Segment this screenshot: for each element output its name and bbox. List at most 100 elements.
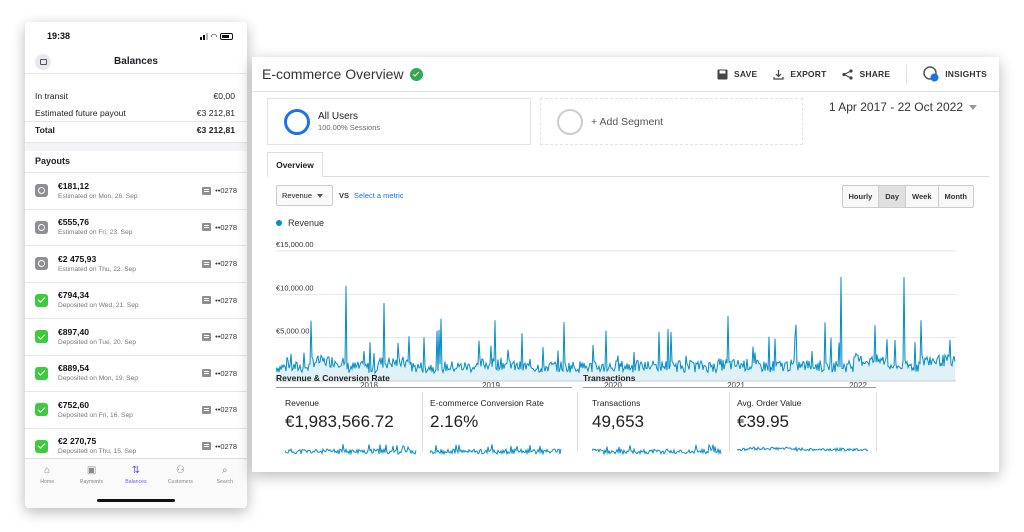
sparkline-path bbox=[592, 443, 722, 456]
report-header: E-commerce Overview SAVE EXPORT SHARE IN… bbox=[252, 57, 999, 92]
payout-date: Deposited on Tue, 20. Sep bbox=[58, 338, 137, 346]
account-number: ••0278 bbox=[215, 405, 237, 415]
segment-ring-icon bbox=[284, 108, 310, 135]
tab-search[interactable]: ⌕ Search bbox=[205, 465, 245, 508]
card-transactions: Transactions 49,653 bbox=[592, 398, 727, 459]
card-label: E-commerce Conversion Rate bbox=[430, 398, 544, 408]
payout-account: ••0278 bbox=[202, 442, 237, 451]
battery-icon bbox=[220, 32, 233, 40]
payouts-heading: Payouts bbox=[25, 151, 247, 173]
revenue-chart-svg: €15,000.00 €10,000.00 €5,000.00 2018 2019 202… bbox=[275, 240, 956, 390]
payout-row[interactable]: €794,34 Deposited on Wed, 21. Sep ••0278 bbox=[25, 283, 247, 319]
sparkline bbox=[737, 445, 869, 453]
status-icons: ◠ bbox=[199, 32, 233, 41]
home-indicator bbox=[97, 499, 175, 502]
payout-amount: €2 270,75 bbox=[58, 436, 97, 447]
bank-icon bbox=[202, 296, 212, 305]
select-metric-link[interactable]: Select a metric bbox=[354, 191, 404, 200]
payout-account: ••0278 bbox=[202, 369, 237, 378]
payout-row[interactable]: €897,40 Deposited on Tue, 20. Sep ••0278 bbox=[25, 319, 247, 356]
verified-check-icon bbox=[409, 67, 423, 81]
add-segment-button[interactable]: + Add Segment bbox=[540, 98, 803, 145]
payout-amount: €555,76 bbox=[58, 217, 90, 228]
insights-button[interactable]: INSIGHTS bbox=[923, 66, 987, 82]
report-actions: SAVE EXPORT SHARE INSIGHTS bbox=[717, 65, 987, 83]
metric-select-value: Revenue bbox=[282, 191, 313, 200]
payout-row[interactable]: €2 475,93 Estimated on Thu, 22. Sep ••0278 bbox=[25, 246, 247, 283]
sparkline-path bbox=[285, 444, 417, 456]
date-range-picker[interactable]: 1 Apr 2017 - 22 Oct 2022 bbox=[829, 100, 977, 114]
sparkline bbox=[592, 443, 722, 456]
analytics-report-window: E-commerce Overview SAVE EXPORT SHARE IN… bbox=[252, 57, 999, 472]
payout-row[interactable]: €555,76 Estimated on Fri, 23. Sep ••0278 bbox=[25, 210, 247, 246]
save-label: SAVE bbox=[734, 69, 758, 79]
section-revenue-conversion: Revenue & Conversion Rate bbox=[276, 373, 572, 388]
legend-dot bbox=[276, 220, 282, 226]
granularity-day[interactable]: Day bbox=[879, 186, 907, 207]
check-icon bbox=[35, 330, 48, 344]
tab-label: Payments bbox=[80, 479, 104, 485]
payout-amount: €752,60 bbox=[58, 399, 90, 410]
granularity-month[interactable]: Month bbox=[938, 186, 973, 207]
segment-all-users[interactable]: All Users 100.00% Sessions bbox=[267, 98, 531, 145]
balance-row-total: Total €3 212,81 bbox=[25, 121, 247, 138]
divider bbox=[729, 392, 730, 452]
tab-balances[interactable]: ⇅ Balances bbox=[116, 465, 156, 508]
balance-label: Estimated future payout bbox=[35, 107, 126, 118]
bank-icon bbox=[202, 186, 212, 195]
tab-payments[interactable]: ▣ Payments bbox=[72, 465, 112, 508]
account-number: ••0278 bbox=[215, 368, 237, 378]
payments-icon: ▣ bbox=[86, 465, 97, 476]
section-separator bbox=[25, 143, 247, 151]
divider bbox=[906, 65, 908, 83]
y-tick-label: €5,000.00 bbox=[276, 327, 309, 336]
x-tick-label: 2018 bbox=[360, 381, 378, 390]
export-button[interactable]: EXPORT bbox=[773, 69, 826, 80]
card-value: 2.16% bbox=[430, 412, 479, 431]
balance-row-in-transit: In transit €0,00 bbox=[25, 87, 247, 104]
balances-summary: In transit €0,00 Estimated future payout… bbox=[25, 74, 247, 143]
account-number: ••0278 bbox=[215, 259, 237, 269]
save-button[interactable]: SAVE bbox=[717, 69, 757, 80]
insights-label: INSIGHTS bbox=[945, 69, 987, 79]
x-tick-label: 2022 bbox=[849, 381, 867, 390]
x-tick-label: 2020 bbox=[604, 381, 622, 390]
payout-row[interactable]: €181,12 Estimated on Mon, 26. Sep ••0278 bbox=[25, 173, 247, 210]
payout-details: €181,12 Estimated on Mon, 26. Sep bbox=[58, 181, 202, 201]
payout-account: ••0278 bbox=[202, 223, 237, 232]
y-tick-label: €15,000.00 bbox=[276, 240, 314, 249]
payout-details: €752,60 Deposited on Fri, 16. Sep bbox=[58, 400, 202, 420]
payout-account: ••0278 bbox=[202, 186, 237, 195]
account-number: ••0278 bbox=[215, 186, 237, 196]
tab-customers[interactable]: ⚇ Customers bbox=[160, 465, 200, 508]
card-revenue: Revenue €1,983,566.72 bbox=[285, 398, 420, 459]
payout-date: Estimated on Thu, 22. Sep bbox=[58, 265, 136, 273]
payout-date: Estimated on Fri, 23. Sep bbox=[58, 229, 133, 237]
metric-select[interactable]: Revenue bbox=[276, 185, 333, 206]
tab-label: Search bbox=[216, 479, 233, 485]
revenue-chart: €15,000.00 €10,000.00 €5,000.00 2018 2019 202… bbox=[275, 229, 967, 394]
card-label: Revenue bbox=[285, 398, 320, 408]
vs-label: VS bbox=[339, 191, 350, 200]
check-icon bbox=[35, 403, 48, 417]
granularity-week[interactable]: Week bbox=[906, 186, 939, 207]
export-icon bbox=[773, 69, 784, 80]
card-value: 49,653 bbox=[592, 412, 644, 431]
y-tick-label: €10,000.00 bbox=[276, 283, 314, 292]
balances-header: Balances bbox=[25, 50, 247, 74]
payout-row[interactable]: €752,60 Deposited on Fri, 16. Sep ••0278 bbox=[25, 392, 247, 429]
payout-row[interactable]: €889,54 Deposited on Mon, 19. Sep ••0278 bbox=[25, 356, 247, 392]
export-label: EXPORT bbox=[790, 69, 827, 79]
bank-icon bbox=[202, 259, 212, 268]
tab-home[interactable]: ⌂ Home bbox=[27, 465, 67, 508]
clock-icon bbox=[35, 257, 48, 271]
payout-list: €181,12 Estimated on Mon, 26. Sep ••0278 €5… bbox=[25, 173, 247, 465]
bank-icon bbox=[202, 223, 212, 232]
share-button[interactable]: SHARE bbox=[842, 68, 890, 80]
divider bbox=[577, 392, 578, 452]
tab-overview[interactable]: Overview bbox=[267, 152, 323, 177]
wallet-icon[interactable] bbox=[35, 54, 51, 70]
sparkline bbox=[285, 444, 417, 456]
granularity-hourly[interactable]: Hourly bbox=[842, 186, 880, 207]
segment-name: All Users bbox=[318, 111, 359, 122]
